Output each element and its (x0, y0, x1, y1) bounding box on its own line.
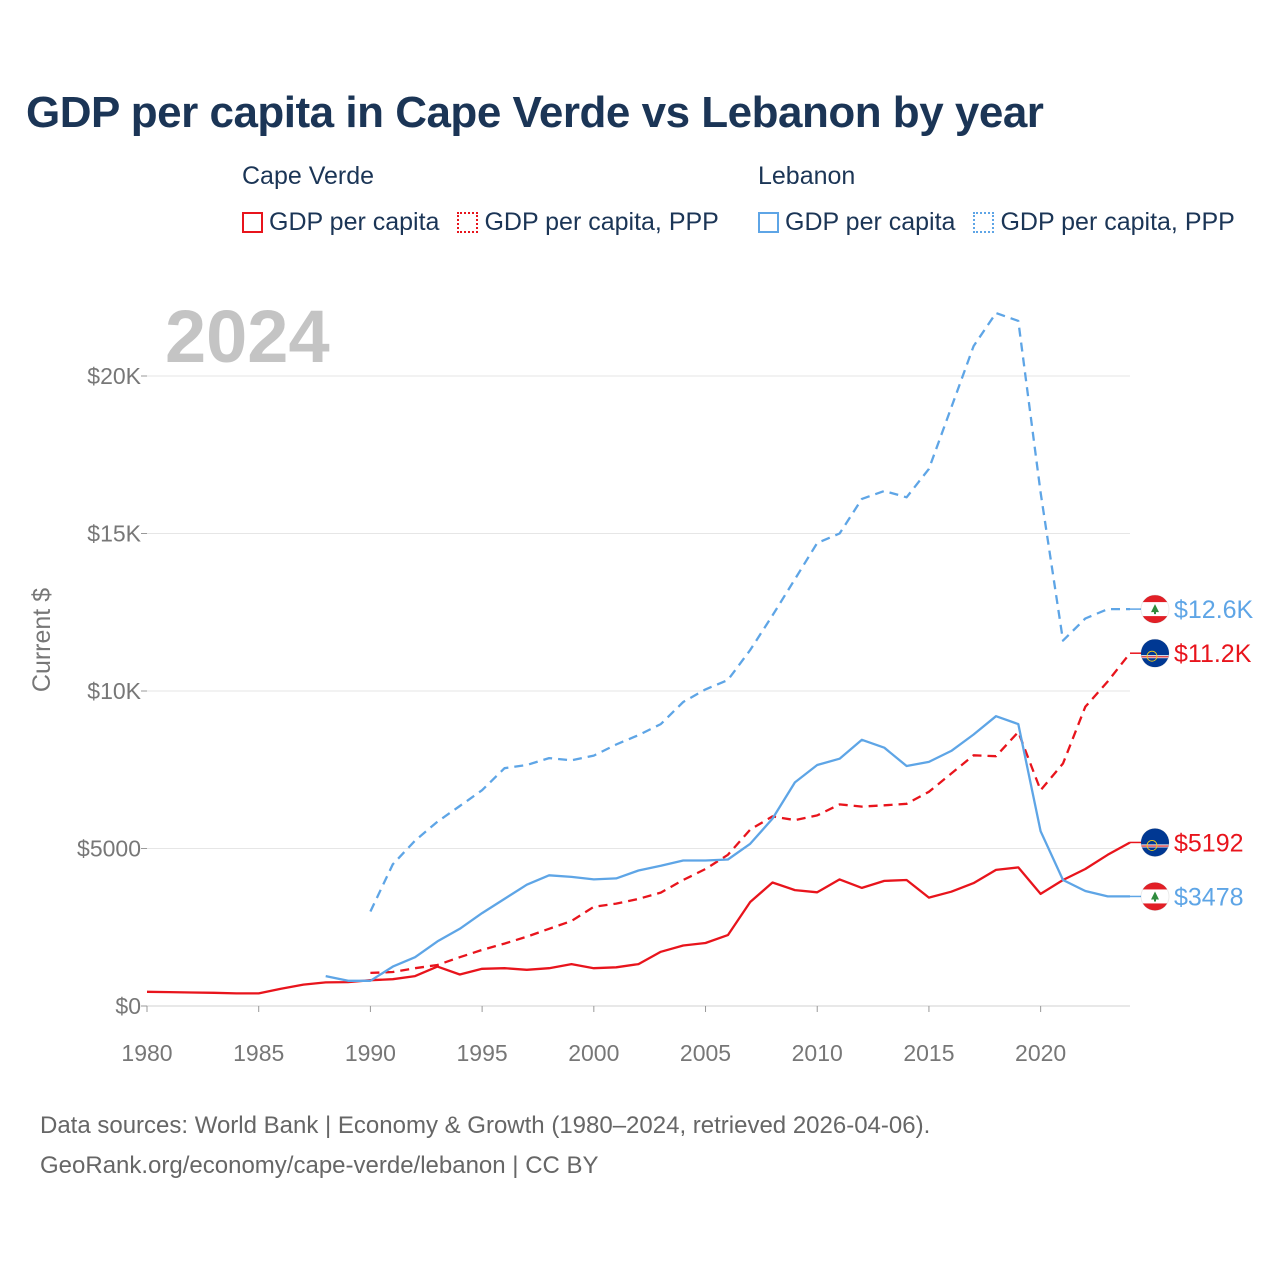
flag-red-band-bottom (1141, 616, 1169, 624)
legend-item-lebanon-gdp[interactable]: GDP per capita (758, 206, 955, 238)
y-tick-label: $5000 (77, 836, 141, 862)
flag-red-stripe (1141, 845, 1169, 847)
series-line-2[interactable] (325, 715, 1130, 982)
source-line-1: Data sources: World Bank | Economy & Gro… (40, 1112, 931, 1139)
flag-blue-field (1141, 828, 1169, 857)
y-tick-label: $20K (87, 363, 141, 389)
flag-outline (1140, 638, 1170, 668)
legend-item-cape-verde-gdp[interactable]: GDP per capita (242, 206, 439, 238)
x-tick-label: 2015 (903, 1040, 954, 1066)
star-ring-icon (1146, 840, 1158, 851)
legend-item-lebanon-gdp-ppp[interactable]: GDP per capita, PPP (973, 206, 1235, 238)
legend-label: GDP per capita (785, 207, 956, 236)
x-tick-label: 2020 (1015, 1040, 1066, 1066)
year-watermark: 2024 (165, 295, 330, 378)
legend-swatch-solid (758, 211, 779, 233)
cedar-tree-icon (1151, 891, 1159, 902)
series-line-1[interactable] (370, 652, 1131, 975)
x-tick-label: 1980 (121, 1040, 172, 1066)
lebanon-flag-icon (1140, 594, 1170, 624)
lebanon-flag-icon (1140, 881, 1170, 911)
x-tick-label: 1990 (345, 1040, 396, 1066)
y-tick-label: $15K (87, 521, 141, 547)
cape-verde-flag-icon (1140, 638, 1170, 668)
legend-label: GDP per capita, PPP (1000, 207, 1235, 236)
series-line-0[interactable] (146, 841, 1131, 995)
source-line-2[interactable]: GeoRank.org/economy/cape-verde/lebanon |… (40, 1152, 599, 1179)
flag-red-stripe (1141, 656, 1169, 658)
flag-blue-field (1141, 639, 1169, 668)
source-note: Data sources: World Bank | Economy & Gro… (40, 1106, 930, 1186)
legend-label: GDP per capita (269, 207, 440, 236)
end-value-label: $12.6K (1174, 596, 1254, 624)
end-value-label: $11.2K (1174, 640, 1252, 668)
star-ring-icon (1146, 650, 1158, 662)
chart-title: GDP per capita in Cape Verde vs Lebanon … (26, 88, 1044, 137)
cedar-tree-icon (1151, 604, 1159, 615)
legend-swatch-solid (242, 211, 263, 233)
flag-body (1141, 882, 1169, 911)
legend-label: GDP per capita, PPP (484, 207, 719, 236)
x-tick-label: 1995 (457, 1040, 508, 1066)
end-value-label: $5192 (1174, 829, 1244, 857)
flag-body (1141, 639, 1169, 668)
legend-item-cape-verde-gdp-ppp[interactable]: GDP per capita, PPP (457, 206, 719, 238)
x-tick-label: 2010 (792, 1040, 843, 1066)
y-tick-label: $10K (87, 678, 141, 704)
flag-red-band-top (1141, 595, 1169, 603)
x-tick-label: 2000 (568, 1040, 619, 1066)
legend-country-cape-verde: Cape Verde (242, 162, 375, 190)
x-tick-label: 1985 (233, 1040, 284, 1066)
series-line-3[interactable] (369, 311, 1130, 912)
legend-cape-verde: Cape Verde GDP per capita GDP per capita… (242, 160, 719, 238)
flag-outline (1140, 881, 1170, 911)
y-axis-label: Current $ (28, 588, 56, 692)
legend-country-lebanon: Lebanon (758, 162, 856, 190)
y-tick-label: $0 (115, 993, 141, 1019)
x-tick-label: 2005 (680, 1040, 731, 1066)
flag-body (1141, 828, 1169, 857)
legend-lebanon: Lebanon GDP per capita GDP per capita, P… (758, 160, 1235, 238)
legend-swatch-dotted (457, 211, 479, 233)
cape-verde-flag-icon (1140, 827, 1170, 857)
end-value-label: $3478 (1174, 883, 1244, 911)
flag-outline (1140, 827, 1170, 857)
flag-outline (1140, 594, 1170, 624)
flag-body (1141, 595, 1169, 624)
flag-red-band-bottom (1141, 903, 1169, 911)
legend-swatch-dotted (973, 211, 995, 233)
flag-red-band-top (1141, 882, 1169, 890)
